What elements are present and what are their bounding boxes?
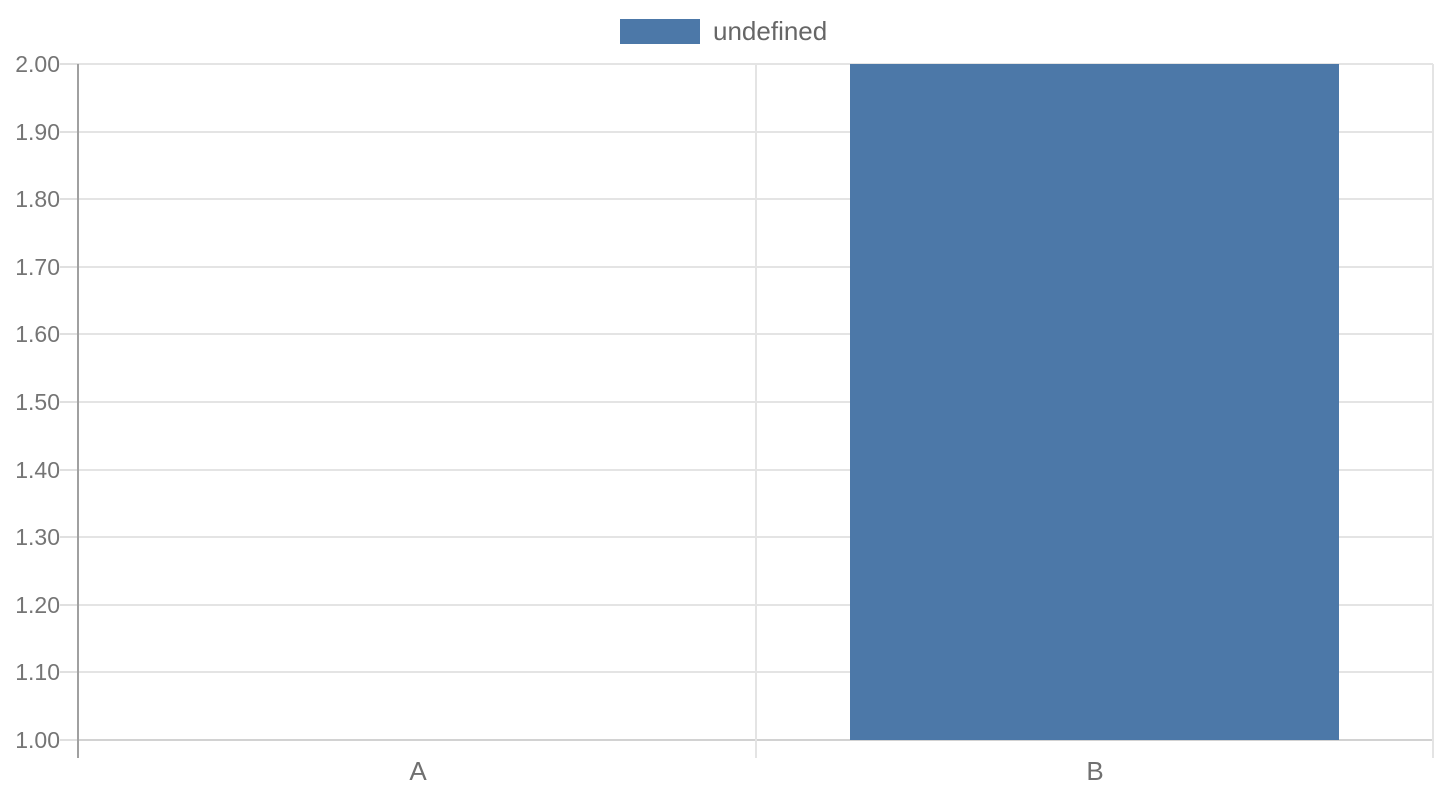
y-tick-label: 1.60 — [15, 321, 60, 347]
y-tick — [60, 604, 79, 606]
x-tick-label: A — [409, 756, 427, 786]
y-tick-label: 1.70 — [15, 254, 60, 280]
y-tick-label: 1.10 — [15, 659, 60, 685]
y-tick — [60, 671, 79, 673]
legend-item[interactable]: undefined — [620, 18, 827, 44]
legend-swatch — [620, 18, 700, 44]
x-tick-label: B — [1086, 756, 1104, 786]
y-tick-label: 1.90 — [15, 119, 60, 145]
y-tick-label: 2.00 — [15, 51, 60, 77]
y-tick-label: 1.30 — [15, 524, 60, 550]
y-tick — [60, 333, 79, 335]
bar-b[interactable] — [850, 64, 1339, 740]
y-tick — [60, 401, 79, 403]
y-tick-label: 1.00 — [15, 727, 60, 753]
y-tick — [60, 469, 79, 471]
y-tick-label: 1.40 — [15, 457, 60, 483]
y-tick-label: 1.80 — [15, 186, 60, 212]
y-tick — [60, 63, 79, 65]
legend-label: undefined — [713, 16, 828, 46]
y-tick-label: 1.20 — [15, 592, 60, 618]
y-tick-label: 1.50 — [15, 389, 60, 415]
y-tick — [60, 536, 79, 538]
x-gridline — [1432, 64, 1434, 758]
y-tick — [60, 131, 79, 133]
x-gridline — [755, 64, 757, 758]
y-tick — [60, 739, 79, 741]
y-tick — [60, 266, 79, 268]
y-axis-line — [77, 64, 79, 758]
y-tick — [60, 198, 79, 200]
